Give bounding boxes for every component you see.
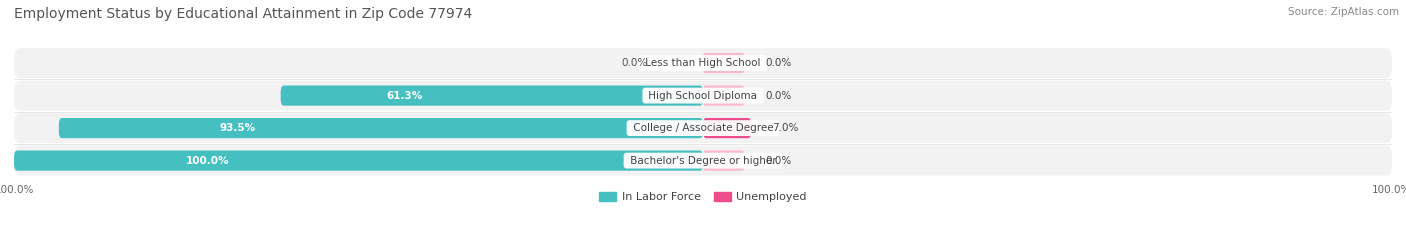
FancyBboxPatch shape xyxy=(14,151,703,171)
Text: Bachelor's Degree or higher: Bachelor's Degree or higher xyxy=(627,156,779,166)
FancyBboxPatch shape xyxy=(703,86,744,106)
Text: Source: ZipAtlas.com: Source: ZipAtlas.com xyxy=(1288,7,1399,17)
Legend: In Labor Force, Unemployed: In Labor Force, Unemployed xyxy=(595,188,811,207)
Text: Employment Status by Educational Attainment in Zip Code 77974: Employment Status by Educational Attainm… xyxy=(14,7,472,21)
FancyBboxPatch shape xyxy=(14,113,1392,143)
Text: Less than High School: Less than High School xyxy=(643,58,763,68)
Text: College / Associate Degree: College / Associate Degree xyxy=(630,123,776,133)
FancyBboxPatch shape xyxy=(59,118,703,138)
Text: 7.0%: 7.0% xyxy=(772,123,799,133)
Text: 100.0%: 100.0% xyxy=(186,156,229,166)
Text: 61.3%: 61.3% xyxy=(387,91,423,101)
FancyBboxPatch shape xyxy=(14,81,1392,110)
FancyBboxPatch shape xyxy=(703,53,744,73)
Text: 0.0%: 0.0% xyxy=(765,91,792,101)
Text: 0.0%: 0.0% xyxy=(765,58,792,68)
Text: High School Diploma: High School Diploma xyxy=(645,91,761,101)
FancyBboxPatch shape xyxy=(703,118,751,138)
FancyBboxPatch shape xyxy=(703,151,744,171)
FancyBboxPatch shape xyxy=(281,86,703,106)
FancyBboxPatch shape xyxy=(14,146,1392,175)
Text: 0.0%: 0.0% xyxy=(765,156,792,166)
Text: 93.5%: 93.5% xyxy=(219,123,256,133)
Text: 0.0%: 0.0% xyxy=(621,58,648,68)
FancyBboxPatch shape xyxy=(14,48,1392,78)
